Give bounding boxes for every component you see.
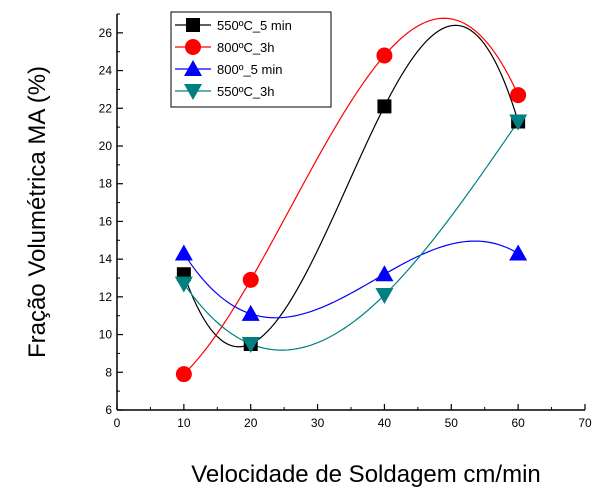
legend-label-1: 550ºC_5 min (217, 18, 292, 33)
data-point-s4-1 (174, 276, 193, 293)
data-point-s2-2 (242, 271, 259, 288)
y-tick-label-24: 24 (99, 64, 113, 78)
y-tick-label-26: 26 (99, 26, 113, 40)
legend-marker-1 (186, 18, 200, 32)
x-tick-label-60: 60 (511, 416, 525, 430)
x-tick-label-70: 70 (578, 416, 592, 430)
fit-curve-4 (183, 121, 519, 351)
fit-curve-2 (183, 17, 519, 375)
x-tick-label-50: 50 (445, 416, 459, 430)
data-point-s1-3 (377, 99, 392, 114)
data-point-s2-3 (376, 47, 393, 64)
x-tick-label-40: 40 (378, 416, 392, 430)
data-point-s3-2 (241, 304, 260, 321)
y-tick-label-14: 14 (99, 252, 113, 266)
y-tick-label-8: 8 (105, 365, 112, 379)
data-point-s4-2 (241, 337, 260, 353)
x-axis-title: Velocidade de Soldagem cm/min (191, 461, 541, 488)
data-point-s3-3 (375, 265, 394, 282)
y-tick-label-18: 18 (99, 177, 113, 191)
legend-label-2: 800ºC_3h (217, 40, 275, 55)
data-markers (174, 47, 528, 383)
y-tick-label-20: 20 (99, 139, 113, 153)
x-tick-label-0: 0 (114, 416, 121, 430)
y-tick-label-10: 10 (99, 328, 113, 342)
legend-marker-4 (184, 84, 202, 100)
data-point-s4-4 (509, 114, 528, 131)
legend-label-4: 550ºC_3h (217, 84, 275, 99)
legend-label-3: 800º_5 min (217, 62, 282, 77)
axes: 0 10 20 30 40 50 60 70 6 8 10 12 14 16 18 20 22 24 26 (99, 13, 592, 430)
y-tick-label-12: 12 (99, 290, 113, 304)
y-tick-label-22: 22 (99, 101, 113, 115)
fit-curve-3 (183, 240, 519, 319)
legend-marker-3 (184, 60, 202, 76)
y-axis-title: Fração Volumétrica MA (%) (24, 66, 51, 358)
x-tick-label-30: 30 (311, 416, 325, 430)
data-point-s3-1 (174, 244, 193, 261)
data-point-s3-4 (509, 244, 528, 261)
x-tick-label-10: 10 (177, 416, 191, 430)
x-tick-label-20: 20 (244, 416, 258, 430)
fit-curve-1 (183, 24, 519, 348)
legend-marker-2 (185, 39, 201, 55)
data-point-s2-4 (510, 87, 527, 104)
fit-curves (183, 17, 519, 375)
data-point-s2-1 (175, 366, 192, 383)
data-point-s4-3 (375, 287, 394, 304)
legend: 550ºC_5 min 800ºC_3h 800º_5 min 550ºC_3h (170, 11, 332, 108)
y-tick-label-6: 6 (105, 403, 112, 417)
y-tick-label-16: 16 (99, 214, 113, 228)
